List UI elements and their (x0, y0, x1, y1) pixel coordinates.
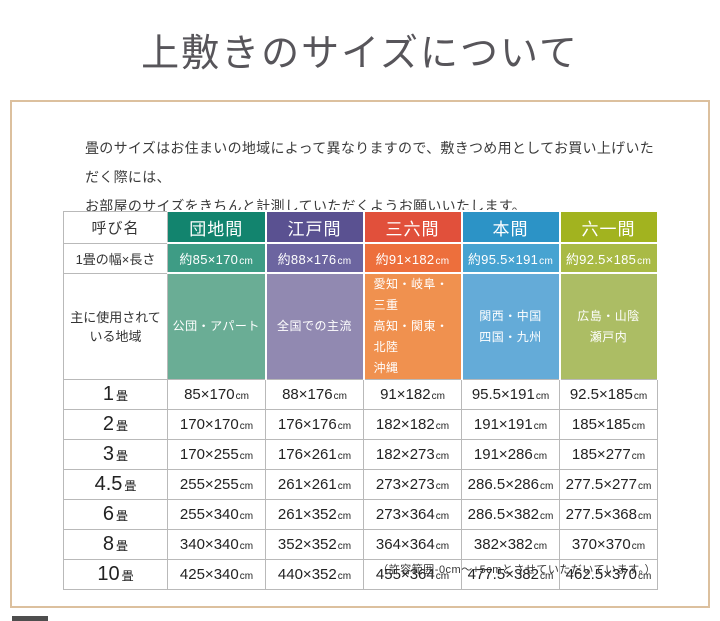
size-cell: 382×382cm (461, 529, 560, 560)
size-cell: 191×286cm (461, 439, 560, 470)
size-cell: 185×185cm (559, 409, 658, 440)
region-edoma: 全国での主流 (264, 272, 365, 380)
region-row-label: 主に使用されて いる地域 (63, 272, 168, 380)
size-cell: 170×170cm (167, 409, 266, 440)
region-rokuichima: 広島・山陰 瀬戸内 (558, 272, 659, 380)
header-rokuichima: 六一間 (558, 210, 659, 244)
header-edoma: 江戸間 (264, 210, 365, 244)
size-cell: 185×277cm (559, 439, 658, 470)
width-value-rokuichima: 約92.5×185cm (558, 242, 659, 274)
width-value-edoma: 約88×176cm (264, 242, 365, 274)
width-value-honma: 約95.5×191cm (460, 242, 561, 274)
width-length-row: 1畳の幅×長さ 約85×170cm 約88×176cm 約91×182cm 約9… (63, 242, 659, 274)
size-row-label: 10 畳 (63, 559, 168, 590)
size-cell: 286.5×286cm (461, 469, 560, 500)
size-cell: 477.5×382cm (461, 559, 560, 590)
size-cell: 286.5×382cm (461, 499, 560, 530)
width-value-sanrokuma: 約91×182cm (362, 242, 463, 274)
header-sanrokuma: 三六間 (362, 210, 463, 244)
size-cell: 370×370cm (559, 529, 658, 560)
region-danchima: 公団・アパート (167, 272, 267, 380)
page-title: 上敷きのサイズについて (141, 31, 579, 75)
header-honma: 本間 (460, 210, 561, 244)
size-cell: 170×255cm (167, 439, 266, 470)
header-danchima: 団地間 (167, 210, 267, 244)
size-cell: 182×273cm (363, 439, 462, 470)
size-cell: 191×191cm (461, 409, 560, 440)
size-row-label: 4.5 畳 (63, 469, 168, 500)
region-honma: 関西・中国 四国・九州 (460, 272, 561, 380)
size-cell: 273×364cm (363, 499, 462, 530)
width-value-danchima: 約85×170cm (167, 242, 267, 274)
region-row: 主に使用されて いる地域 公団・アパート 全国での主流 愛知・岐阜・三重 高知・… (63, 272, 659, 380)
size-cell: 255×255cm (167, 469, 266, 500)
size-cell: 462.5×370cm (559, 559, 658, 590)
size-cell: 88×176cm (265, 379, 364, 410)
size-cell: 182×182cm (363, 409, 462, 440)
size-cell: 92.5×185cm (559, 379, 658, 410)
size-cell: 277.5×277cm (559, 469, 658, 500)
size-cell: 273×273cm (363, 469, 462, 500)
size-cell: 261×261cm (265, 469, 364, 500)
size-cell: 340×340cm (167, 529, 266, 560)
size-cell: 91×182cm (363, 379, 462, 410)
size-cell: 364×364cm (363, 529, 462, 560)
header-row: 呼び名 団地間 江戸間 三六間 本間 六一間 (63, 210, 659, 244)
size-cell: 440×352cm (265, 559, 364, 590)
size-cell: 261×352cm (265, 499, 364, 530)
size-cell: 277.5×368cm (559, 499, 658, 530)
size-cell: 176×176cm (265, 409, 364, 440)
size-cell: 255×340cm (167, 499, 266, 530)
width-row-label: 1畳の幅×長さ (63, 242, 168, 274)
intro-text: 畳のサイズはお住まいの地域によって異なりますので、敷きつめ用としてお買い上げいた… (85, 134, 655, 221)
intro-line-1: 畳のサイズはお住まいの地域によって異なりますので、敷きつめ用としてお買い上げいた… (85, 140, 655, 185)
tatami-size-table: 呼び名 団地間 江戸間 三六間 本間 六一間 1畳の幅×長さ 約85×170cm… (63, 210, 659, 590)
cutoff-next-section (12, 616, 48, 621)
size-cell: 425×340cm (167, 559, 266, 590)
intro-line-2: お部屋のサイズをきちんと計測していただくようお願いいたします。 (85, 198, 527, 214)
size-row-10jo: 10 畳 425×340cm 440×352cm 455×364cm 477.5×… (63, 559, 658, 590)
size-cell: 95.5×191cm (461, 379, 560, 410)
size-row-4-5jo: 4.5 畳 255×255cm 261×261cm 273×273cm 286.5… (63, 469, 658, 500)
size-cell: 85×170cm (167, 379, 266, 410)
size-cell: 176×261cm (265, 439, 364, 470)
region-sanrokuma: 愛知・岐阜・三重 高知・関東・北陸 沖縄 (362, 272, 463, 380)
tolerance-footnote: （許容範囲-0cm〜+5cmとさせていただいています。） (377, 564, 656, 576)
header-name-cell: 呼び名 (63, 210, 168, 244)
size-cell: 352×352cm (265, 529, 364, 560)
